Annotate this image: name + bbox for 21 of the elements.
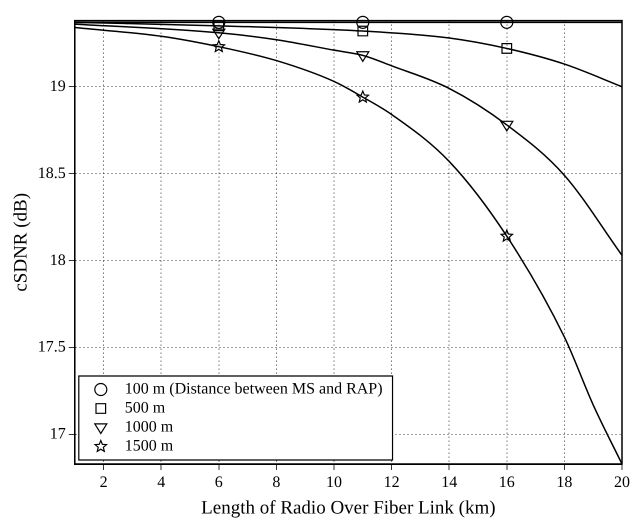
x-axis-title: Length of Radio Over Fiber Link (km)	[201, 498, 496, 519]
x-tick-label: 12	[384, 474, 400, 491]
x-tick-label: 6	[214, 474, 223, 491]
x-tick-label: 20	[614, 474, 630, 491]
legend-label: 1000 m	[124, 418, 174, 436]
x-tick-label: 10	[326, 474, 342, 491]
x-tick-label: 2	[100, 474, 108, 491]
legend-label: 100 m (Distance between MS and RAP)	[124, 380, 383, 398]
y-tick-label: 19	[50, 78, 66, 95]
y-tick-label: 17.5	[38, 338, 66, 356]
y-tick-label: 18	[50, 252, 66, 269]
legend-label: 500 m	[124, 400, 166, 417]
y-tick-label: 18.5	[38, 164, 66, 182]
legend-label: 1500 m	[124, 438, 174, 455]
x-tick-label: 8	[272, 474, 280, 491]
y-axis-title: cSDNR (dB)	[10, 192, 32, 292]
x-tick-label: 4	[157, 474, 166, 491]
x-tick-label: 16	[498, 474, 515, 491]
x-tick-label: 18	[556, 474, 572, 491]
x-tick-label: 14	[441, 474, 458, 491]
y-tick-label: 17	[50, 426, 66, 443]
